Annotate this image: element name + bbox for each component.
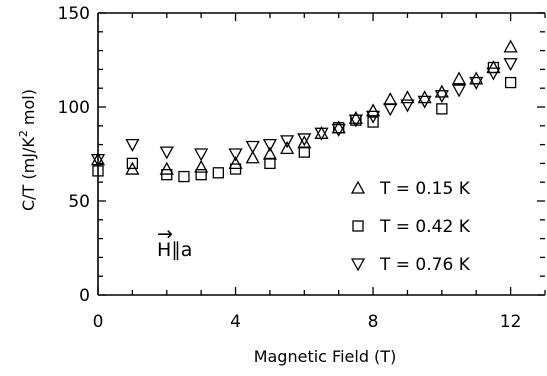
data-point: [245, 150, 260, 164]
data-point: [451, 71, 467, 85]
y-tick-label: 100: [58, 98, 90, 118]
data-point: [159, 161, 174, 175]
data-point: [159, 146, 174, 160]
data-point: [280, 141, 295, 155]
data-point: [229, 163, 242, 175]
data-point: [125, 138, 140, 152]
data-point: [245, 140, 260, 154]
x-tick-label: 12: [500, 312, 522, 332]
data-point: [434, 90, 449, 104]
data-point: [348, 110, 363, 124]
legend-marker: [352, 220, 364, 232]
x-axis-label: Magnetic Field (T): [254, 347, 397, 366]
data-point: [90, 153, 106, 167]
data-point: [194, 148, 209, 162]
data-point: [451, 84, 467, 98]
data-point: [297, 133, 312, 147]
tick-labels: 0 4 8 12 0 50 100 150: [58, 4, 522, 332]
data-point: [469, 71, 484, 85]
field-direction-label: H∥a: [157, 239, 192, 261]
y-axis-label: C/T (mJ/K2 mol): [17, 89, 38, 211]
data-point: [212, 167, 224, 179]
data-point: [365, 103, 381, 117]
data-point: [194, 159, 209, 173]
y-tick-label: 150: [58, 4, 90, 24]
data-point: [228, 156, 243, 170]
data-point: [228, 148, 243, 162]
axis-ticks: [97, 12, 546, 296]
data-point: [417, 90, 432, 104]
data-point: [298, 146, 310, 158]
legend-label: T = 0.76 K: [379, 255, 471, 275]
data-point: [400, 90, 415, 104]
data-point: [367, 116, 379, 128]
data-point: [486, 67, 501, 81]
legend: T = 0.15 K T = 0.42 K T = 0.76 K: [350, 179, 471, 275]
data-point: [314, 127, 329, 141]
legend-label: T = 0.42 K: [379, 217, 471, 237]
data-point: [161, 169, 173, 181]
data-points: [90, 39, 518, 183]
legend-label: T = 0.15 K: [379, 179, 471, 199]
data-point: [264, 157, 276, 170]
data-point: [348, 114, 363, 128]
x-tick-label: 8: [368, 312, 379, 332]
data-point: [331, 123, 346, 137]
data-point: [503, 39, 518, 53]
data-point: [469, 76, 484, 90]
y-tick-label: 0: [79, 286, 90, 306]
data-point: [400, 99, 415, 113]
data-point: [195, 169, 207, 181]
data-point: [262, 138, 278, 152]
data-point: [417, 95, 432, 109]
y-tick-label: 50: [68, 192, 90, 212]
data-point: [383, 103, 398, 117]
data-point: [383, 92, 398, 106]
data-point: [436, 103, 448, 115]
data-point: [126, 157, 139, 170]
data-point: [504, 76, 517, 89]
field-direction-annotation: → H∥a: [157, 223, 192, 261]
legend-marker: [350, 180, 366, 194]
data-point: [434, 84, 449, 98]
series-2: [92, 61, 517, 183]
x-tick-label: 4: [230, 312, 241, 332]
vector-arrow: →: [157, 223, 173, 245]
legend-marker: [350, 258, 366, 272]
series-3: [90, 58, 518, 167]
data-point: [280, 135, 295, 149]
data-point: [365, 110, 381, 124]
data-point: [503, 58, 518, 72]
x-tick-label: 0: [93, 312, 104, 332]
data-point: [178, 170, 190, 183]
series-1: [90, 39, 518, 175]
